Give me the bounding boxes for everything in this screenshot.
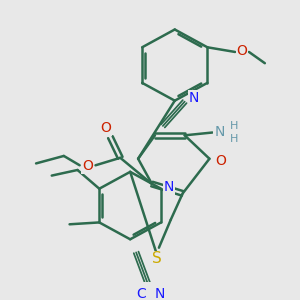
Text: C: C xyxy=(136,286,146,300)
Text: S: S xyxy=(152,251,162,266)
Text: N: N xyxy=(188,91,199,105)
Text: N: N xyxy=(214,124,224,139)
Text: O: O xyxy=(82,159,93,173)
Text: O: O xyxy=(215,154,226,168)
Text: O: O xyxy=(237,44,248,58)
Text: O: O xyxy=(100,121,111,135)
Text: H: H xyxy=(230,134,238,144)
Text: N: N xyxy=(164,180,174,194)
Text: N: N xyxy=(155,286,165,300)
Text: H: H xyxy=(230,121,238,131)
